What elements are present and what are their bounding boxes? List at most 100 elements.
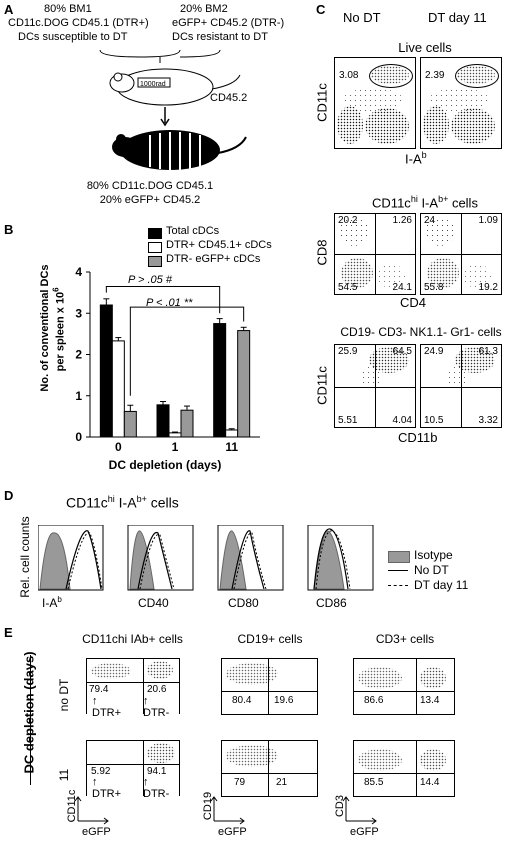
q3-dt11-ul: 24.9 bbox=[424, 346, 444, 357]
histograms bbox=[38, 525, 374, 591]
e-r0c2-left: 86.6 bbox=[364, 695, 384, 706]
stat-1: P > .05 # bbox=[128, 274, 172, 286]
e-r0c1-left: 80.4 bbox=[232, 695, 252, 706]
q2-ylabel: CD8 bbox=[314, 239, 330, 266]
col-title-3: CD3+ cells bbox=[375, 632, 435, 646]
cd8-plot-dt11: 24 1.09 55.8 19.2 bbox=[420, 213, 502, 295]
x-tick-label: 1 bbox=[172, 440, 179, 454]
legend-swatch-dtrneg bbox=[148, 256, 162, 267]
bm2-line1: 20% BM2 bbox=[180, 3, 228, 15]
e-r0c1-right: 19.6 bbox=[274, 695, 294, 706]
sig-bracket-2 bbox=[129, 306, 245, 396]
q2-dt11-ul: 24 bbox=[424, 215, 436, 226]
sig-bracket-1 bbox=[105, 285, 221, 314]
bm1-line1: 80% BM1 bbox=[44, 3, 92, 15]
hist-xlabel-cd80: CD80 bbox=[228, 596, 259, 610]
bm2-line2: eGFP+ CD45.2 (DTR-) bbox=[172, 17, 285, 29]
panel-d-letter: D bbox=[4, 488, 14, 503]
row-axis-label: DC depletion (days) bbox=[21, 651, 37, 774]
panel-e-letter: E bbox=[4, 625, 13, 640]
bar bbox=[123, 410, 137, 438]
q2-xlabel: CD4 bbox=[400, 295, 427, 310]
panel-d-title: CD11chi I-Ab+ cells bbox=[66, 494, 179, 511]
hist-xlabel-cd40: CD40 bbox=[138, 596, 169, 610]
e-r0c0-left: 79.4 bbox=[89, 684, 109, 695]
q3-xlabel: CD11b bbox=[398, 430, 438, 445]
bm2-line3: DCs resistant to DT bbox=[172, 31, 268, 43]
cond-dt11: DT day 11 bbox=[428, 10, 487, 25]
e-xlabel-2: eGFP bbox=[218, 826, 247, 838]
q2-dt11-ll: 55.8 bbox=[424, 282, 444, 293]
legend-nodt-line bbox=[388, 570, 408, 571]
e-r1-arrow-dtrpos: ↑ DTR+ bbox=[92, 776, 122, 800]
live-value-nodt: 3.08 bbox=[339, 70, 359, 81]
y-tick-label: 2 bbox=[75, 348, 82, 362]
e-plot-r1c2: 85.5 14.4 bbox=[353, 740, 455, 797]
e-plot-r1c0: 5.92 94.1 bbox=[86, 740, 180, 796]
q3-nodt-ur: 64.5 bbox=[392, 346, 412, 357]
bar-xlabel: DC depletion (days) bbox=[108, 458, 222, 472]
legend-dtrneg: DTR- eGFP+ cDCs bbox=[166, 253, 261, 265]
e-ylabel-1: CD11c bbox=[66, 789, 78, 823]
mouse-schematic bbox=[99, 49, 247, 170]
col-title-1: CD11chi IAb+ cells bbox=[82, 632, 183, 646]
q2-nodt-ul: 20.2 bbox=[338, 215, 358, 226]
bar bbox=[111, 340, 125, 438]
bar bbox=[99, 304, 113, 438]
y-tick-label: 4 bbox=[75, 265, 82, 279]
e-r1c1-right: 21 bbox=[276, 777, 288, 788]
panel-b-letter: B bbox=[4, 222, 14, 237]
e-r1c2-right: 14.4 bbox=[420, 777, 440, 788]
legend-total: Total cDCs bbox=[166, 225, 220, 237]
live-title: Live cells bbox=[398, 40, 452, 55]
hist-xlabel-iab: I-Ab bbox=[42, 595, 62, 610]
result-line2: 20% eGFP+ CD45.2 bbox=[99, 194, 201, 206]
q3-dt11-ll: 10.5 bbox=[424, 415, 444, 426]
e-plot-r0c2: 86.6 13.4 bbox=[353, 658, 455, 715]
bar bbox=[237, 330, 251, 438]
x-tick-label: 11 bbox=[225, 440, 238, 454]
bar bbox=[213, 323, 227, 438]
panel-c-letter: C bbox=[316, 2, 326, 17]
e-plot-r1c1: 79 21 bbox=[221, 740, 318, 797]
bar bbox=[156, 404, 170, 438]
legend-dt11: DT day 11 bbox=[414, 578, 469, 592]
e-plot-r0c1: 80.4 19.6 bbox=[221, 658, 318, 715]
bar bbox=[225, 429, 239, 438]
hist-iab bbox=[38, 525, 104, 591]
live-plot-dt11: 2.39 bbox=[420, 57, 502, 149]
y-tick-label: 1 bbox=[75, 389, 82, 403]
legend-swatch-total bbox=[148, 228, 162, 239]
bar bbox=[180, 409, 194, 438]
live-ylabel: CD11c bbox=[314, 83, 330, 122]
e-r0-arrow-dtrneg: ↑ DTR- bbox=[143, 695, 170, 719]
x-tick-label: 0 bbox=[115, 440, 122, 454]
panel-a-letter: A bbox=[4, 2, 14, 17]
e-xlabel-1: eGFP bbox=[82, 826, 111, 838]
y-tick-label: 3 bbox=[75, 306, 82, 320]
lin-title: CD19- CD3- NK1.1- Gr1- cells bbox=[340, 325, 502, 339]
e-r1c0-left: 5.92 bbox=[91, 766, 111, 777]
stat-2: P < .01 ** bbox=[146, 297, 193, 309]
host-label: CD45.2 bbox=[210, 92, 248, 104]
e-axis-arrows bbox=[74, 796, 377, 825]
live-xlabel: I-Ab bbox=[405, 150, 427, 167]
result-line1: 80% CD11c.DOG CD45.1 bbox=[86, 180, 214, 192]
q3-nodt-ll: 5.51 bbox=[338, 415, 358, 426]
q2-nodt-ur: 1.26 bbox=[392, 215, 412, 226]
e-xlabel-3: eGFP bbox=[350, 826, 379, 838]
q3-nodt-lr: 4.04 bbox=[392, 415, 412, 426]
e-r0c2-right: 13.4 bbox=[420, 695, 440, 706]
bar bbox=[168, 432, 182, 438]
q3-nodt-ul: 25.9 bbox=[338, 346, 358, 357]
q3-dt11-ur: 61.3 bbox=[478, 346, 498, 357]
cd11b-plot-dt11: 24.9 61.3 10.5 3.32 bbox=[420, 344, 502, 428]
legend-swatch-dtrpos bbox=[148, 242, 162, 253]
q2-nodt-lr: 24.1 bbox=[392, 282, 412, 293]
legend-isotype-swatch bbox=[388, 551, 410, 563]
e-r0-arrow-dtrpos: ↑ DTR+ bbox=[92, 695, 122, 719]
e-r1-arrow-dtrneg: ↑ DTR- bbox=[143, 776, 170, 800]
q3-ylabel: CD11c bbox=[314, 366, 330, 405]
hist-cd86 bbox=[307, 525, 374, 591]
